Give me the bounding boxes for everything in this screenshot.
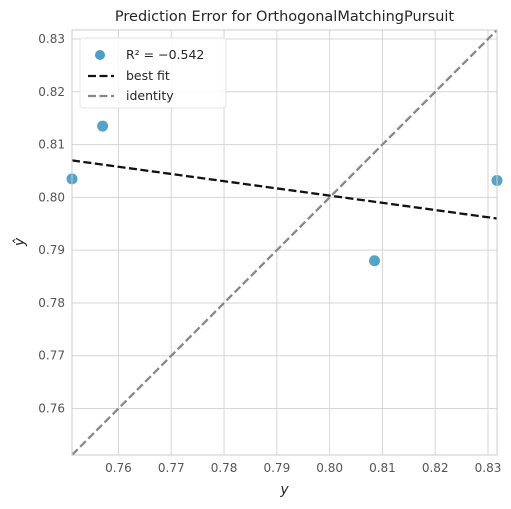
data-point <box>369 255 381 267</box>
plot-lines <box>71 29 498 456</box>
data-point <box>97 120 109 132</box>
x-axis-label: y <box>279 482 289 498</box>
x-tick-label: 0.80 <box>316 461 343 475</box>
x-tick-label: 0.82 <box>422 461 449 475</box>
y-tick-label: 0.81 <box>38 138 65 152</box>
x-tick-label: 0.81 <box>369 461 396 475</box>
x-tick-label: 0.78 <box>211 461 238 475</box>
y-tick-label: 0.82 <box>38 85 65 99</box>
x-tick-label: 0.77 <box>158 461 185 475</box>
legend-label-r2: R² = −0.542 <box>126 47 204 62</box>
y-tick-labels: 0.76 0.77 0.78 0.79 0.80 0.81 0.82 0.83 <box>38 32 65 416</box>
legend-marker-points <box>95 50 105 60</box>
y-tick-label: 0.79 <box>38 243 65 257</box>
legend: R² = −0.542 best fit identity <box>79 37 227 109</box>
legend-box <box>79 37 227 109</box>
y-tick-label: 0.83 <box>38 32 65 46</box>
legend-label-best-fit: best fit <box>126 68 170 83</box>
y-tick-label: 0.76 <box>38 402 65 416</box>
grid <box>72 30 497 455</box>
x-tick-label: 0.76 <box>105 461 132 475</box>
data-points <box>66 120 503 267</box>
y-axis-label: ŷ <box>12 237 28 247</box>
best-fit-line <box>71 159 498 220</box>
y-tick-label: 0.78 <box>38 296 65 310</box>
y-tick-label: 0.77 <box>38 349 65 363</box>
identity-line <box>71 29 498 456</box>
plot-frame <box>71 29 498 456</box>
chart-title: Prediction Error for OrthogonalMatchingP… <box>115 9 455 25</box>
x-tick-label: 0.79 <box>263 461 290 475</box>
y-tick-label: 0.80 <box>38 190 65 204</box>
x-tick-label: 0.83 <box>475 461 502 475</box>
x-tick-labels: 0.76 0.77 0.78 0.79 0.80 0.81 0.82 0.83 <box>105 461 501 475</box>
legend-label-identity: identity <box>126 88 174 103</box>
